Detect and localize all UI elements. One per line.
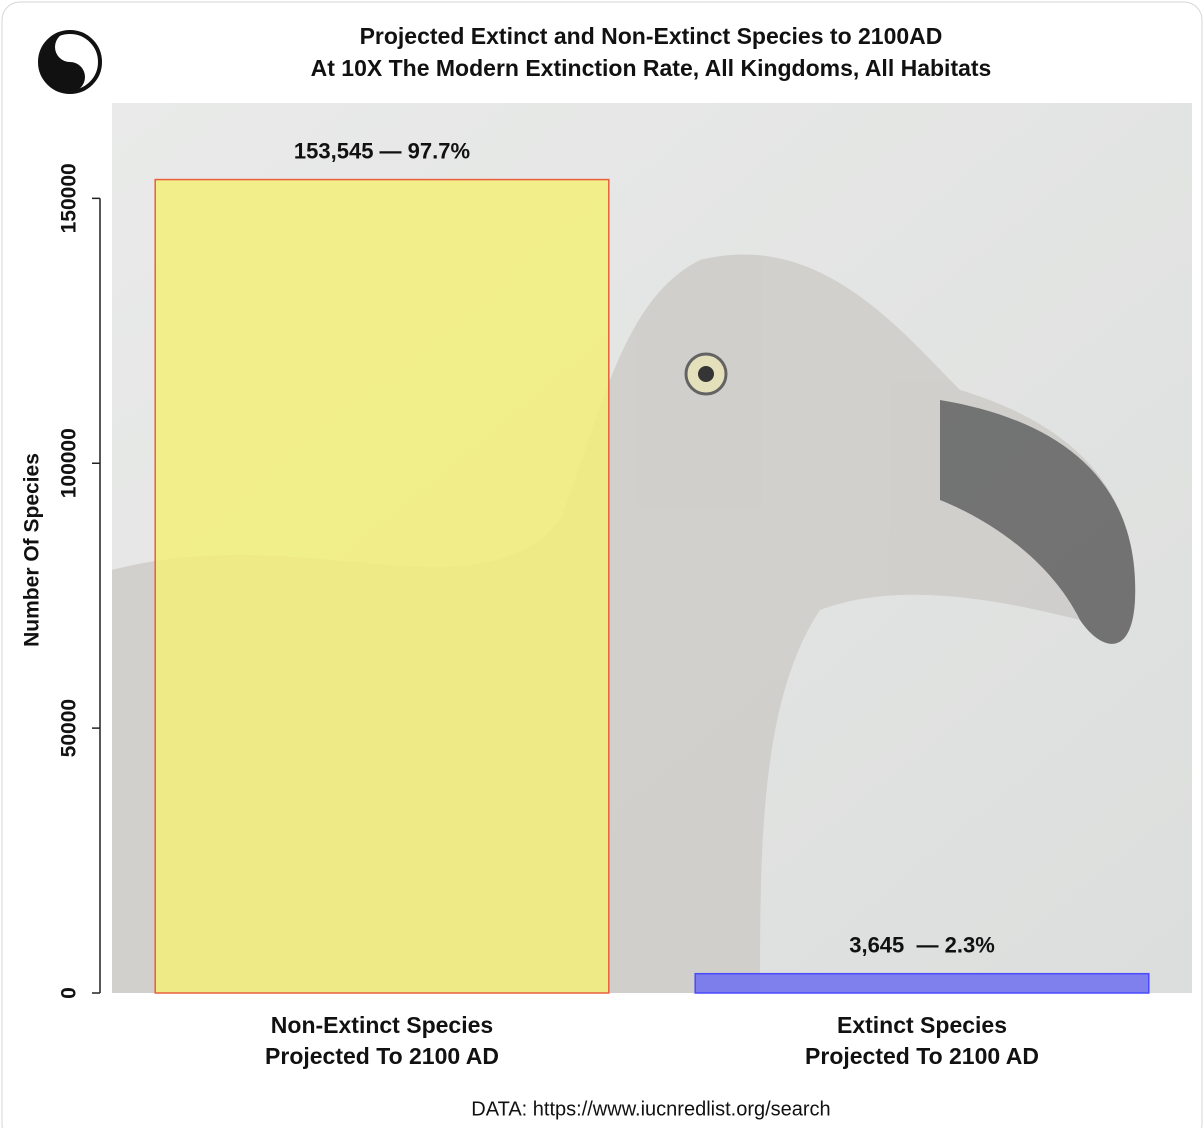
logo	[38, 30, 102, 94]
bar	[154, 178, 610, 994]
value-label: 3,645 — 2.3%	[849, 933, 995, 958]
x-tick-label: Projected To 2100 AD	[265, 1043, 499, 1069]
chart-subtitle: At 10X The Modern Extinction Rate, All K…	[311, 55, 992, 81]
source-note: DATA: https://www.iucnredlist.org/search	[471, 1098, 830, 1120]
x-tick-label: Projected To 2100 AD	[805, 1043, 1039, 1069]
value-label: 153,545 — 97.7%	[294, 138, 470, 163]
chart-title: Projected Extinct and Non-Extinct Specie…	[360, 23, 943, 49]
y-tick-label: 50000	[58, 699, 81, 757]
x-tick-label: Non-Extinct Species	[271, 1012, 493, 1038]
y-axis-label: Number Of Species	[21, 453, 44, 647]
y-tick-label: 150000	[58, 163, 81, 233]
y-tick-label: 100000	[58, 428, 81, 498]
y-tick-label: 0	[58, 987, 81, 999]
x-tick-label: Extinct Species	[837, 1012, 1007, 1038]
bar	[694, 972, 1150, 994]
